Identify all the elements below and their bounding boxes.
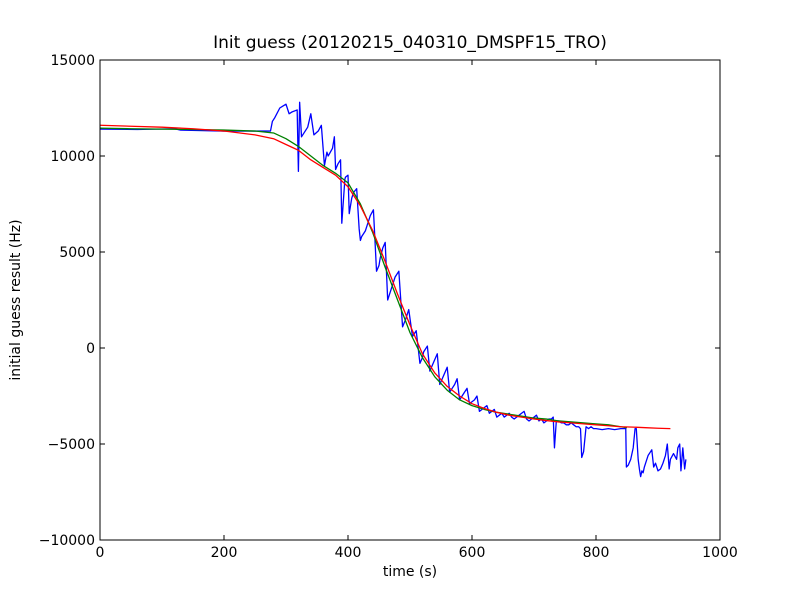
x-tick-label: 1000 [702,545,738,561]
y-tick-label: 10000 [50,149,95,165]
y-axis-title: initial guess result (Hz) [8,219,24,380]
y-tick-label: −5000 [48,437,95,453]
x-tick-label: 200 [211,545,238,561]
x-tick-label: 400 [335,545,362,561]
y-tick-label: −10000 [39,533,95,549]
series-line-2 [100,127,628,429]
series-line-1 [100,101,687,478]
series-layer [100,101,687,478]
x-tick-label: 600 [459,545,486,561]
tick-layer: 0 200 400 600 800 1000 −10000 −5000 0 5000 10000 15… [39,53,738,561]
x-tick-label: 0 [96,545,105,561]
plot-area: 0 200 400 600 800 1000 −10000 −5000 0 5000 10000 15… [39,53,738,561]
y-tick-label: 5000 [59,245,95,261]
x-axis-title: time (s) [383,564,437,580]
chart-title: Init guess (20120215_040310_DMSPF15_TRO) [213,33,607,53]
x-tick-label: 800 [583,545,610,561]
series-line-3 [100,124,671,430]
axes-frame [99,59,721,541]
y-tick-label: 15000 [50,53,95,69]
y-tick-label: 0 [86,341,95,357]
axes-background [100,60,720,540]
